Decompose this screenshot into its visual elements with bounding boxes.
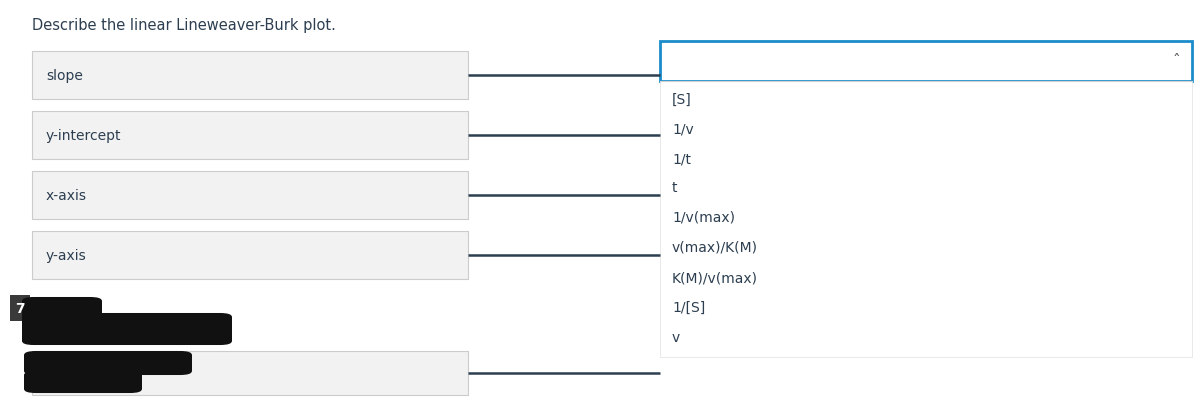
FancyBboxPatch shape <box>32 231 468 279</box>
Text: 1/t: 1/t <box>672 153 691 166</box>
FancyBboxPatch shape <box>22 313 232 345</box>
FancyBboxPatch shape <box>32 172 468 219</box>
Text: 1/v: 1/v <box>672 123 694 137</box>
Text: y-intercept: y-intercept <box>46 129 121 143</box>
Text: y-axis: y-axis <box>46 248 86 262</box>
Text: ˆ: ˆ <box>1172 55 1180 69</box>
FancyBboxPatch shape <box>32 52 468 100</box>
FancyBboxPatch shape <box>24 351 192 375</box>
Text: slope: slope <box>46 69 83 83</box>
FancyBboxPatch shape <box>24 371 142 393</box>
Text: 7: 7 <box>16 301 25 315</box>
FancyBboxPatch shape <box>32 112 468 160</box>
Text: Describe the linear Lineweaver-Burk plot.: Describe the linear Lineweaver-Burk plot… <box>32 18 336 33</box>
FancyBboxPatch shape <box>22 297 102 323</box>
Text: x-axis: x-axis <box>46 188 88 203</box>
Text: 1/[S]: 1/[S] <box>672 300 706 314</box>
Text: 1/v(max): 1/v(max) <box>672 211 736 225</box>
Text: v: v <box>672 330 680 344</box>
FancyBboxPatch shape <box>660 42 1192 82</box>
Text: K(M)/v(max): K(M)/v(max) <box>672 270 758 284</box>
Text: v(max)/K(M): v(max)/K(M) <box>672 241 758 254</box>
Text: [S]: [S] <box>672 93 691 107</box>
FancyBboxPatch shape <box>660 82 1192 357</box>
FancyBboxPatch shape <box>10 295 30 321</box>
FancyBboxPatch shape <box>32 351 468 395</box>
Text: t: t <box>672 180 678 194</box>
